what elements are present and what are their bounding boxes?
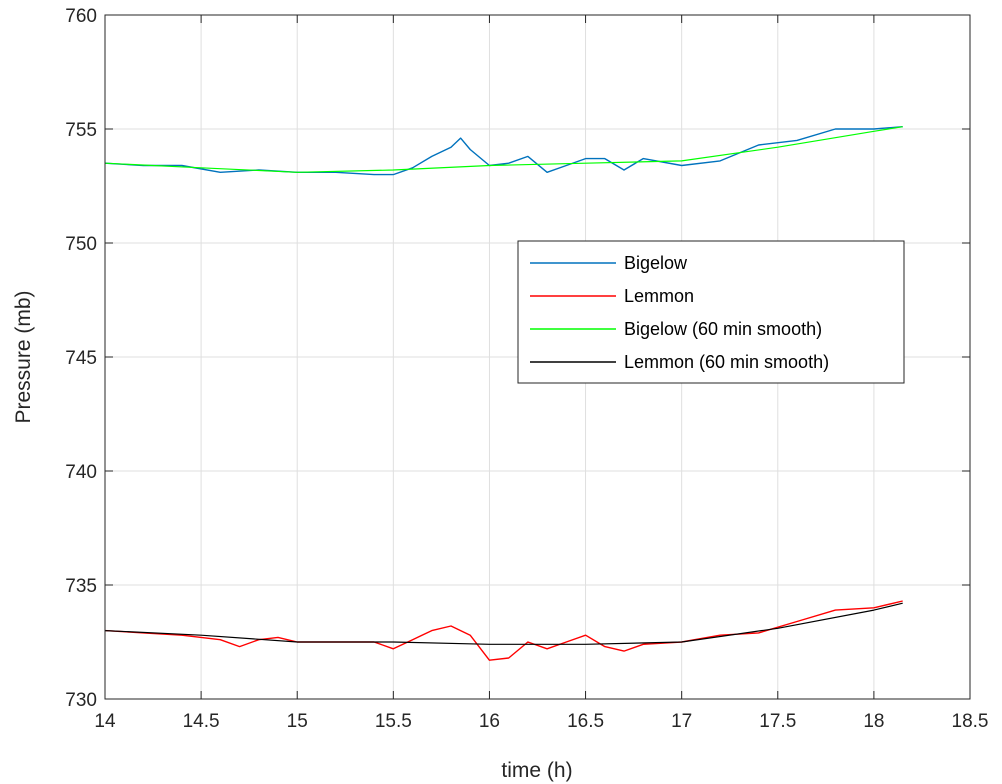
legend-box bbox=[517, 240, 905, 384]
y-tick-label: 730 bbox=[65, 690, 97, 711]
series-lines bbox=[104, 126, 903, 661]
x-tick-label: 16.5 bbox=[567, 711, 604, 732]
y-tick-label: 750 bbox=[65, 234, 97, 255]
legend-label: Bigelow (60 min smooth) bbox=[624, 319, 822, 339]
y-axis-label: Pressure (mb) bbox=[12, 290, 35, 423]
x-tick-label: 15 bbox=[287, 711, 308, 732]
x-tick-label: 18 bbox=[863, 711, 884, 732]
x-tick-label: 14 bbox=[94, 711, 116, 732]
legend: Bigelow Lemmon Bigelow (60 min smooth) Lemm… bbox=[517, 240, 905, 384]
y-tick-label: 745 bbox=[65, 348, 97, 369]
y-tick-label: 760 bbox=[65, 6, 97, 27]
x-axis-label: time (h) bbox=[501, 759, 572, 782]
legend-label: Bigelow bbox=[624, 253, 688, 273]
legend-label: Lemmon (60 min smooth) bbox=[624, 352, 829, 372]
x-tick-label: 17 bbox=[671, 711, 692, 732]
series-line-lemmon-60-min-smooth bbox=[104, 602, 903, 645]
y-tick-label: 755 bbox=[65, 120, 97, 141]
x-tick-label: 16 bbox=[479, 711, 500, 732]
x-tick-label: 17.5 bbox=[759, 711, 796, 732]
axis-ticks bbox=[104, 14, 971, 700]
x-tick-labels: 14 14.5 15 15.5 16 16.5 17 17.5 18 18.5 bbox=[94, 711, 988, 732]
legend-entries: Bigelow Lemmon Bigelow (60 min smooth) Lemm… bbox=[530, 253, 829, 372]
x-tick-label: 15.5 bbox=[375, 711, 412, 732]
y-tick-label: 740 bbox=[65, 462, 97, 483]
legend-label: Lemmon bbox=[624, 286, 694, 306]
series-line-bigelow-60-min-smooth bbox=[104, 126, 903, 173]
y-tick-labels: 730 735 740 745 750 755 760 bbox=[65, 6, 97, 711]
y-tick-label: 735 bbox=[65, 576, 97, 597]
x-tick-label: 14.5 bbox=[183, 711, 220, 732]
x-tick-label: 18.5 bbox=[952, 711, 989, 732]
